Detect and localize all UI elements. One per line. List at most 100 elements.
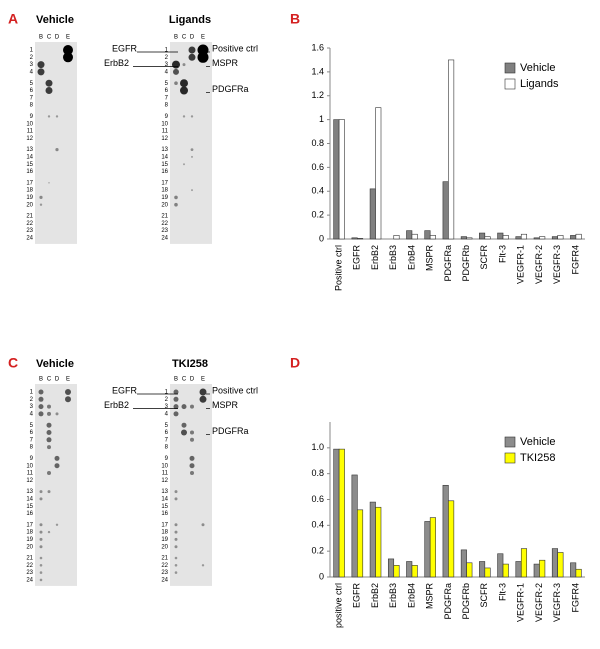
x-tick-label: Flt-3 xyxy=(497,245,507,263)
x-tick-label: MSPR xyxy=(425,583,435,610)
blot-spot xyxy=(181,404,187,410)
blot-spot xyxy=(173,396,179,402)
blot-membrane xyxy=(35,42,77,244)
bar xyxy=(375,107,382,240)
blot-spot xyxy=(190,430,194,435)
blot-annotation: PDGFRa xyxy=(212,84,249,94)
bar xyxy=(515,236,522,240)
bar xyxy=(497,232,504,240)
blot-row: 21 xyxy=(26,214,33,220)
blot-column: E xyxy=(66,377,70,383)
blot-row: 6 xyxy=(165,88,169,94)
bar xyxy=(533,237,540,240)
blot-row: 12 xyxy=(161,136,168,142)
bar xyxy=(333,448,340,578)
blot-row: 13 xyxy=(161,147,168,153)
blot-row: 20 xyxy=(161,202,168,208)
blot-row: 18 xyxy=(26,188,33,194)
blot-row: 23 xyxy=(161,228,168,234)
bar xyxy=(557,552,564,578)
blot-row: 3 xyxy=(30,404,34,410)
bar xyxy=(551,548,558,578)
blot-spot xyxy=(182,115,186,118)
blot-column: C xyxy=(47,35,52,41)
legend-swatch xyxy=(504,436,516,448)
y-tick-label: 0 xyxy=(319,571,324,581)
blot-row: 9 xyxy=(30,114,34,120)
blot-row: 12 xyxy=(26,478,33,484)
blot-row: 2 xyxy=(165,55,169,61)
bar xyxy=(369,501,376,578)
bar xyxy=(375,506,382,578)
x-tick-label: FGFR4 xyxy=(570,583,580,613)
blot-spot xyxy=(47,471,51,475)
blot-spot xyxy=(174,523,178,527)
bar xyxy=(502,235,509,240)
bar xyxy=(406,230,413,240)
y-tick-label: 0.6 xyxy=(311,162,324,172)
bar xyxy=(466,562,473,578)
blot-row: 20 xyxy=(26,544,33,550)
blot-spot xyxy=(188,46,196,54)
blot-row: 6 xyxy=(30,430,34,436)
blot-row: 23 xyxy=(161,570,168,576)
bar xyxy=(406,561,413,578)
panel-label: B xyxy=(290,11,300,27)
blot-column: E xyxy=(201,35,205,41)
blot-spot xyxy=(55,523,59,526)
blot-row: 24 xyxy=(161,235,168,241)
panel-label: A xyxy=(8,11,18,27)
blot-spot xyxy=(46,430,52,435)
bar xyxy=(557,235,564,240)
bar xyxy=(575,568,582,578)
x-tick-label: PDGFRa xyxy=(443,583,453,620)
bar xyxy=(484,567,491,578)
x-tick-label: VEGFR-1 xyxy=(516,245,526,284)
blot-spot xyxy=(39,490,43,494)
blot-row: 11 xyxy=(27,129,34,135)
blot-row: 3 xyxy=(165,404,169,410)
blot-spot xyxy=(183,163,185,166)
blot-spot xyxy=(65,396,71,403)
blot-annotation: ErbB2 xyxy=(104,400,129,410)
blot-row: 22 xyxy=(161,563,168,569)
y-tick-label: 0.2 xyxy=(311,210,324,220)
x-tick-label: EGFR xyxy=(352,245,362,271)
y-tick-label: 0.4 xyxy=(311,520,324,530)
blot-row: 7 xyxy=(30,95,34,101)
blot-row: 6 xyxy=(30,88,34,94)
blot-row: 10 xyxy=(161,463,168,469)
bar xyxy=(466,237,473,240)
y-tick-label: 0.8 xyxy=(311,468,324,478)
blot-spot xyxy=(188,53,196,61)
blot-row: 1 xyxy=(165,48,169,54)
blot-row: 12 xyxy=(26,136,33,142)
bar xyxy=(357,238,364,240)
blot-row: 5 xyxy=(165,81,169,87)
bar xyxy=(539,236,546,240)
blot-spot xyxy=(173,411,179,417)
blot-annotation: MSPR xyxy=(212,58,239,68)
blot-membrane xyxy=(35,384,77,586)
blot-spot xyxy=(190,471,194,475)
bar xyxy=(539,559,546,578)
blot-spot xyxy=(173,389,179,395)
blot-spot xyxy=(47,404,51,409)
blot-spot xyxy=(174,537,178,541)
blot-spot xyxy=(46,437,52,443)
bar xyxy=(533,563,540,578)
blot-spot xyxy=(38,404,44,410)
bar xyxy=(338,119,345,240)
blot-spot xyxy=(174,545,178,549)
legend-swatch xyxy=(504,78,516,90)
blot-row: 4 xyxy=(165,69,169,75)
bar xyxy=(369,188,376,240)
blot-title: Vehicle xyxy=(36,14,74,26)
blot-title: TKI258 xyxy=(172,358,208,370)
blot-row: 17 xyxy=(26,180,33,186)
panel-label: C xyxy=(8,355,18,371)
legend-label: Ligands xyxy=(520,78,559,90)
blot-row: 16 xyxy=(26,169,33,175)
blot-row: 3 xyxy=(165,62,169,68)
x-tick-label: ErbB3 xyxy=(388,245,398,270)
